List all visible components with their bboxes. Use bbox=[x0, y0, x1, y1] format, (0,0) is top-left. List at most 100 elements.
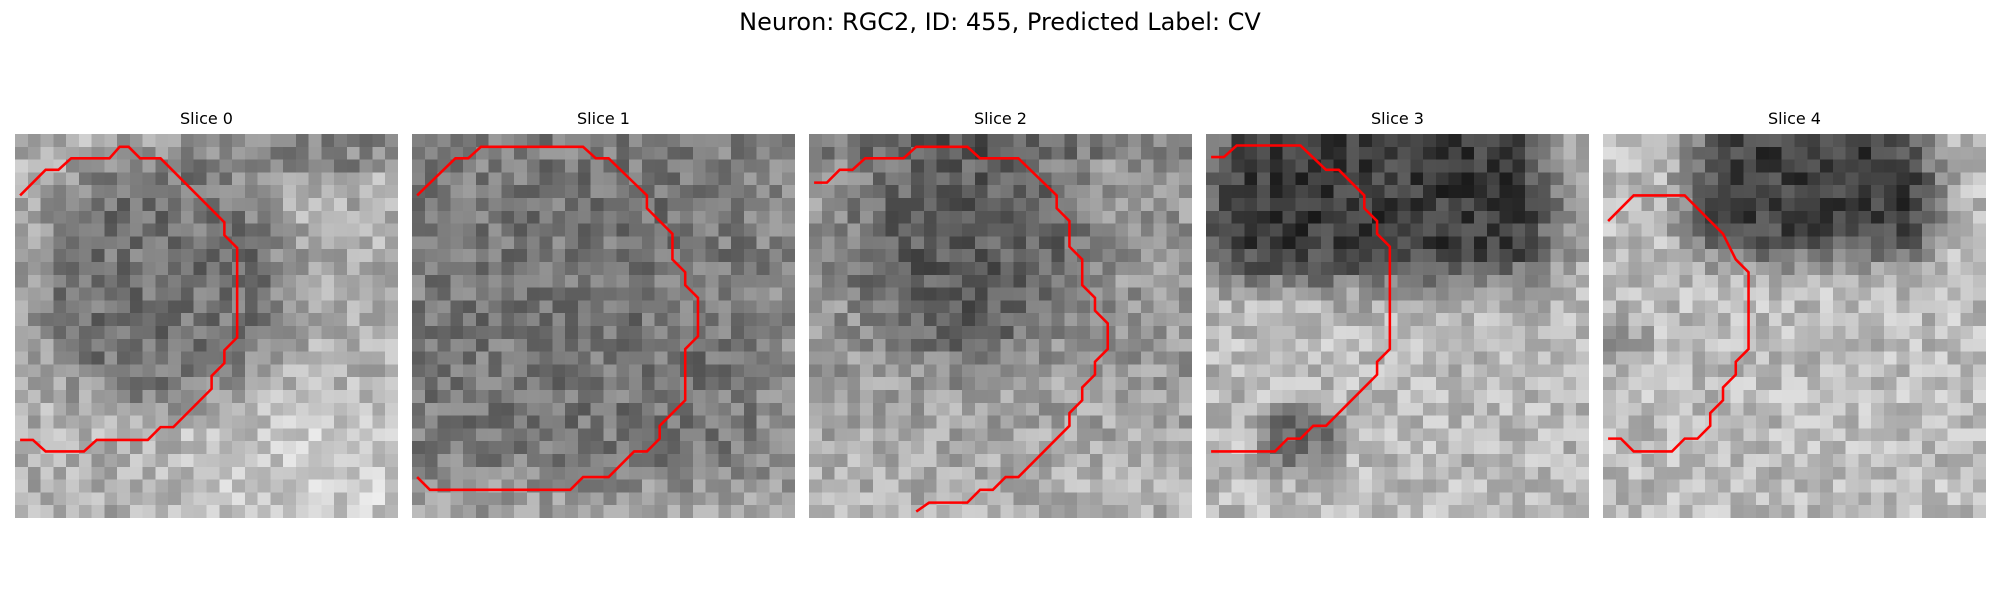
pixel bbox=[1768, 351, 1782, 365]
pixel bbox=[1794, 210, 1808, 224]
pixel bbox=[1461, 441, 1475, 455]
pixel bbox=[463, 492, 477, 506]
pixel bbox=[526, 300, 540, 314]
pixel bbox=[705, 390, 719, 404]
pixel bbox=[1641, 351, 1655, 365]
pixel bbox=[616, 415, 630, 429]
pixel bbox=[1576, 415, 1589, 429]
pixel bbox=[1077, 441, 1091, 455]
pixel bbox=[1461, 479, 1475, 493]
pixel bbox=[1537, 274, 1551, 288]
pixel bbox=[1525, 428, 1539, 442]
pixel bbox=[1115, 338, 1129, 352]
pixel bbox=[1102, 466, 1116, 480]
pixel bbox=[565, 492, 579, 506]
pixel bbox=[1295, 479, 1309, 493]
pixel bbox=[821, 415, 835, 429]
pixel bbox=[731, 236, 745, 250]
pixel bbox=[1512, 185, 1526, 199]
pixel bbox=[590, 415, 604, 429]
pixel bbox=[1410, 313, 1424, 327]
pixel bbox=[1026, 223, 1040, 237]
pixel bbox=[1231, 415, 1245, 429]
pixel bbox=[257, 223, 271, 237]
pixel bbox=[295, 274, 309, 288]
pixel bbox=[321, 377, 335, 391]
pixel bbox=[168, 236, 182, 250]
pixel bbox=[1115, 146, 1129, 160]
pixel bbox=[1257, 454, 1271, 468]
pixel bbox=[1218, 338, 1232, 352]
pixel bbox=[1140, 466, 1154, 480]
pixel bbox=[1166, 249, 1180, 263]
pixel bbox=[1641, 198, 1655, 212]
pixel bbox=[91, 223, 105, 237]
pixel bbox=[1410, 466, 1424, 480]
pixel bbox=[78, 351, 92, 365]
pixel bbox=[168, 210, 182, 224]
pixel bbox=[1179, 274, 1192, 288]
pixel bbox=[1871, 466, 1885, 480]
pixel bbox=[1102, 441, 1116, 455]
pixel bbox=[40, 313, 54, 327]
pixel bbox=[1115, 249, 1129, 263]
pixel bbox=[1397, 492, 1411, 506]
pixel bbox=[219, 134, 233, 148]
pixel bbox=[1397, 134, 1411, 148]
pixel bbox=[66, 351, 80, 365]
pixel bbox=[603, 274, 617, 288]
pixel bbox=[1346, 402, 1360, 416]
pixel bbox=[1308, 198, 1322, 212]
pixel bbox=[1743, 390, 1757, 404]
pixel bbox=[1128, 377, 1142, 391]
pixel bbox=[1244, 377, 1258, 391]
pixel bbox=[1909, 249, 1923, 263]
slice-title: Slice 2 bbox=[974, 109, 1027, 128]
pixel bbox=[756, 390, 770, 404]
pixel bbox=[1845, 415, 1859, 429]
pixel bbox=[1858, 402, 1872, 416]
pixel bbox=[463, 236, 477, 250]
pixel bbox=[1231, 466, 1245, 480]
pixel bbox=[667, 236, 681, 250]
pixel bbox=[1525, 287, 1539, 301]
pixel bbox=[475, 262, 489, 276]
pixel bbox=[718, 402, 732, 416]
pixel bbox=[1603, 134, 1617, 148]
pixel bbox=[1115, 185, 1129, 199]
pixel bbox=[1973, 351, 1986, 365]
slice-panel-2: Slice 2 bbox=[809, 106, 1192, 518]
pixel bbox=[962, 223, 976, 237]
pixel bbox=[692, 249, 706, 263]
pixel bbox=[1499, 274, 1513, 288]
pixel bbox=[1858, 146, 1872, 160]
pixel bbox=[1486, 454, 1500, 468]
pixel bbox=[1128, 274, 1142, 288]
pixel bbox=[860, 492, 874, 506]
pixel bbox=[1423, 415, 1437, 429]
pixel bbox=[219, 185, 233, 199]
pixel bbox=[1423, 313, 1437, 327]
pixel bbox=[1807, 390, 1821, 404]
pixel bbox=[1269, 377, 1283, 391]
pixel bbox=[1166, 236, 1180, 250]
pixel bbox=[1641, 505, 1655, 518]
pixel bbox=[1525, 198, 1539, 212]
pixel bbox=[1832, 287, 1846, 301]
pixel bbox=[1525, 210, 1539, 224]
pixel bbox=[1346, 236, 1360, 250]
pixel bbox=[1384, 402, 1398, 416]
pixel bbox=[1038, 377, 1052, 391]
pixel bbox=[1231, 198, 1245, 212]
pixel bbox=[129, 402, 143, 416]
pixel bbox=[1359, 466, 1373, 480]
pixel bbox=[885, 172, 899, 186]
pixel bbox=[155, 134, 169, 148]
pixel bbox=[1666, 492, 1680, 506]
pixel bbox=[1871, 454, 1885, 468]
pixel bbox=[1820, 441, 1834, 455]
pixel bbox=[450, 415, 464, 429]
pixel bbox=[1320, 441, 1334, 455]
pixel bbox=[1089, 210, 1103, 224]
pixel bbox=[949, 159, 963, 173]
